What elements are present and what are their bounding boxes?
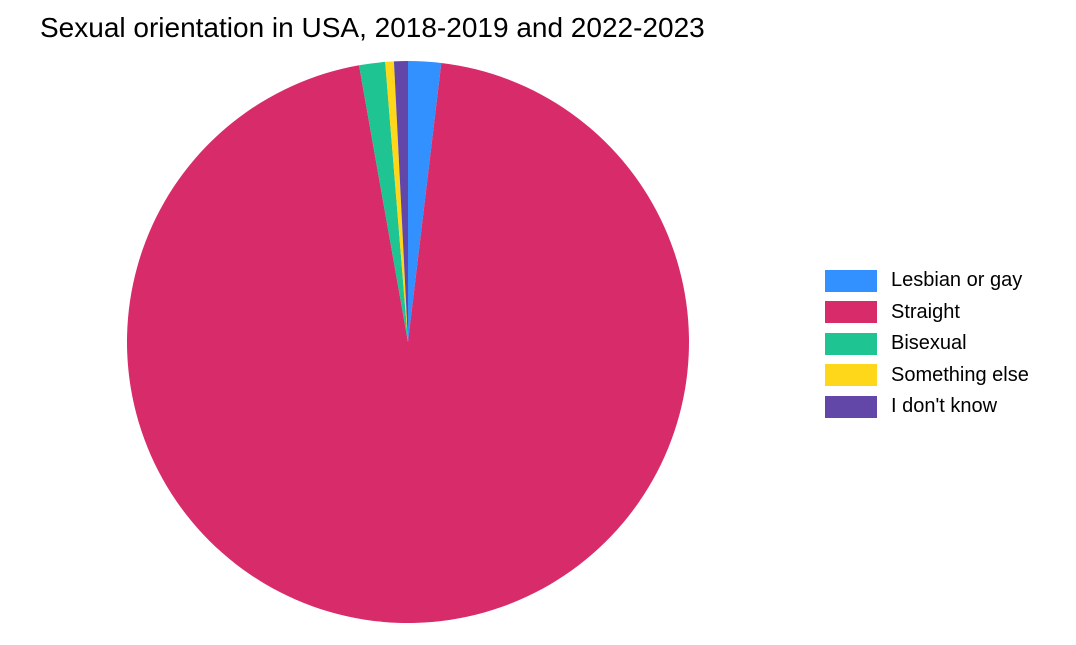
legend-label-bisexual: Bisexual bbox=[891, 332, 967, 355]
legend-swatch-bisexual bbox=[825, 332, 877, 355]
chart-title: Sexual orientation in USA, 2018-2019 and… bbox=[40, 12, 705, 43]
pie-slice-lesbian-or-gay[interactable] bbox=[408, 60, 442, 342]
legend-item-straight[interactable]: Straight bbox=[825, 297, 1029, 329]
legend-label-lesbian-or-gay: Lesbian or gay bbox=[891, 269, 1023, 292]
pie-slice-bisexual[interactable] bbox=[359, 61, 408, 343]
legend-item-something-else[interactable]: Something else bbox=[825, 360, 1029, 392]
pie-slice-something-else[interactable] bbox=[385, 61, 408, 342]
legend-item-lesbian-or-gay[interactable]: Lesbian or gay bbox=[825, 265, 1029, 297]
legend-swatch-i-dont-know bbox=[825, 395, 877, 418]
legend: Lesbian or gay Straight Bisexual Somethi… bbox=[825, 265, 1029, 423]
legend-swatch-lesbian-or-gay bbox=[825, 269, 877, 292]
legend-item-i-dont-know[interactable]: I don't know bbox=[825, 391, 1029, 423]
legend-swatch-straight bbox=[825, 301, 877, 324]
pie-slice-straight[interactable] bbox=[127, 62, 690, 623]
legend-label-straight: Straight bbox=[891, 300, 960, 323]
legend-label-i-dont-know: I don't know bbox=[891, 395, 998, 418]
pie-slice-i-don-t-know[interactable] bbox=[393, 61, 408, 342]
legend-swatch-something-else bbox=[825, 364, 877, 387]
legend-item-bisexual[interactable]: Bisexual bbox=[825, 328, 1029, 360]
legend-label-something-else: Something else bbox=[891, 363, 1029, 386]
